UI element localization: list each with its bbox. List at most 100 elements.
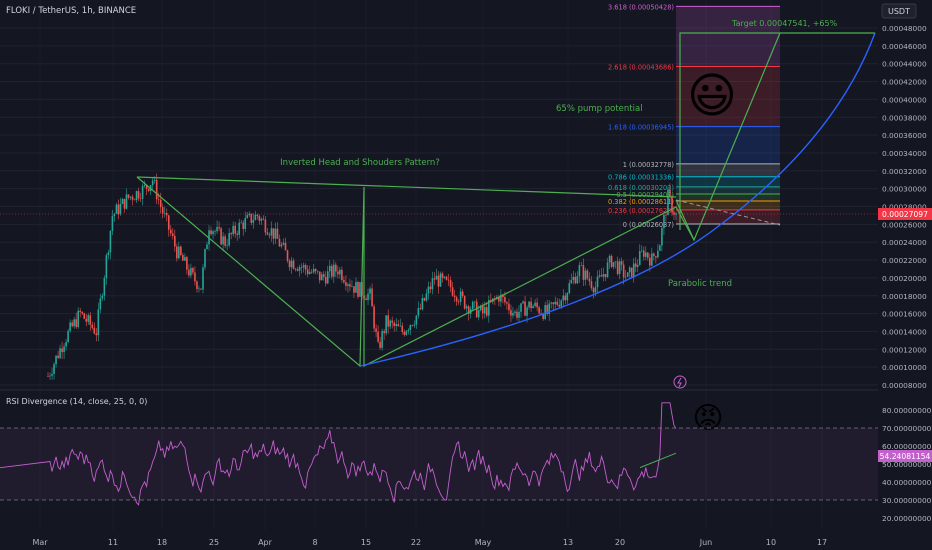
candle-body: [465, 306, 468, 309]
candle-body: [151, 180, 154, 186]
price-tick-label: 0.00034000: [882, 149, 927, 158]
time-tick-label: 20: [615, 538, 625, 547]
candle-body: [514, 311, 516, 313]
candle-body: [300, 267, 303, 268]
time-tick-label: Mar: [32, 538, 48, 547]
pump-label: 65% pump potential: [556, 104, 643, 114]
candle-body: [485, 307, 488, 316]
candle-body: [479, 305, 482, 311]
candle-body: [437, 275, 440, 287]
candle-body: [657, 250, 659, 258]
candle-body: [111, 216, 114, 231]
candle-body: [123, 198, 126, 209]
fib-level-label: 0.382 (0.00028611): [608, 198, 674, 206]
fib-zone: [676, 163, 780, 177]
candle-body: [278, 238, 281, 247]
candle-body: [326, 271, 329, 284]
candle-body: [200, 288, 202, 290]
candle-body: [383, 331, 385, 334]
candle-body: [244, 218, 247, 229]
fib-zone: [676, 209, 780, 225]
price-tick-label: 0.00012000: [882, 345, 927, 354]
candle-body: [608, 255, 611, 263]
candle-body: [337, 271, 339, 275]
price-axis[interactable]: 0.00048000 0.00046000 0.00044000 0.00042000…: [882, 24, 927, 390]
candle-body: [377, 331, 379, 342]
candle-body: [341, 269, 343, 280]
candle-body: [661, 228, 663, 246]
price-tick-label: 0.00048000: [882, 24, 927, 33]
candle-body: [542, 314, 544, 319]
candle-body: [586, 270, 589, 279]
candle-body: [234, 225, 236, 234]
time-tick-label: May: [475, 538, 492, 547]
candle-body: [673, 212, 675, 215]
candle-body: [210, 230, 212, 235]
candle-body: [268, 234, 271, 236]
candle-body: [526, 307, 528, 316]
candle-body: [184, 257, 186, 261]
candle-body: [220, 228, 222, 245]
candle-body: [373, 306, 375, 329]
neckline[interactable]: [136, 176, 677, 198]
candle-body: [520, 303, 522, 312]
candle-body: [506, 302, 508, 304]
candle-body: [276, 228, 279, 239]
candle-body: [528, 301, 530, 308]
rsi-tick-label: 20.00000000: [882, 514, 932, 523]
rsi-tick-label: 50.00000000: [882, 460, 932, 469]
candle-body: [97, 309, 100, 336]
fib-level-label: 3.618 (0.00050428): [608, 3, 674, 11]
price-tick-label: 0.00024000: [882, 238, 927, 247]
candle-body: [310, 271, 313, 273]
candle-body: [165, 213, 168, 216]
candle-body: [182, 254, 184, 261]
candle-body: [218, 227, 220, 229]
candle-body: [115, 204, 118, 214]
candle-body: [413, 324, 416, 326]
price-tick-label: 0.00042000: [882, 78, 927, 87]
lightning-icon[interactable]: [673, 375, 687, 389]
candle-body: [558, 304, 561, 307]
candle-body: [598, 275, 601, 277]
candle-body: [634, 263, 637, 267]
price-tick-label: 0.00026000: [882, 220, 927, 229]
parabolic-trend-curve[interactable]: [359, 32, 876, 367]
candle-body: [562, 295, 565, 301]
candle-body: [419, 308, 422, 310]
candle-body: [546, 305, 548, 314]
candle-body: [320, 274, 323, 281]
pattern-label: Inverted Head and Shouders Pattern?: [280, 158, 440, 168]
fib-zone: [676, 193, 780, 202]
candle-body: [580, 265, 583, 266]
price-tick-label: 0.00020000: [882, 274, 927, 283]
rsi-axis[interactable]: 80.00000000 70.00000000 60.00000000 50.0000…: [882, 406, 932, 523]
candle-body: [282, 242, 285, 245]
currency-badge[interactable]: [881, 3, 917, 19]
projection-path[interactable]: [675, 32, 875, 242]
candle-body: [107, 252, 110, 256]
price-tick-label: 0.00030000: [882, 185, 927, 194]
candle-body: [290, 260, 293, 268]
candle-body: [671, 196, 673, 213]
fibonacci-extension[interactable]: 3.618 (0.00050428) 2.618 (0.00043686) 1.61…: [608, 3, 780, 229]
candle-body: [449, 280, 452, 288]
time-axis[interactable]: Mar 11 18 25 Apr 8 15 22 May 13 20 Jun 10 17: [32, 538, 827, 547]
candle-body: [516, 311, 518, 318]
drawings[interactable]: [0, 32, 878, 368]
candle-body: [433, 278, 436, 280]
candle-body: [475, 301, 478, 318]
candle-body: [312, 268, 315, 273]
candle-body: [473, 301, 476, 303]
candle-body: [294, 268, 297, 270]
pattern-lines[interactable]: [136, 176, 695, 368]
candle-body: [87, 315, 90, 322]
candle-body: [443, 276, 446, 278]
candle-body: [359, 282, 361, 297]
currency-label: USDT: [888, 7, 910, 16]
candle-body: [375, 328, 377, 332]
candle-body: [103, 278, 106, 296]
fib-level-label: 1.618 (0.00036945): [608, 124, 674, 132]
candle-body: [353, 286, 355, 293]
